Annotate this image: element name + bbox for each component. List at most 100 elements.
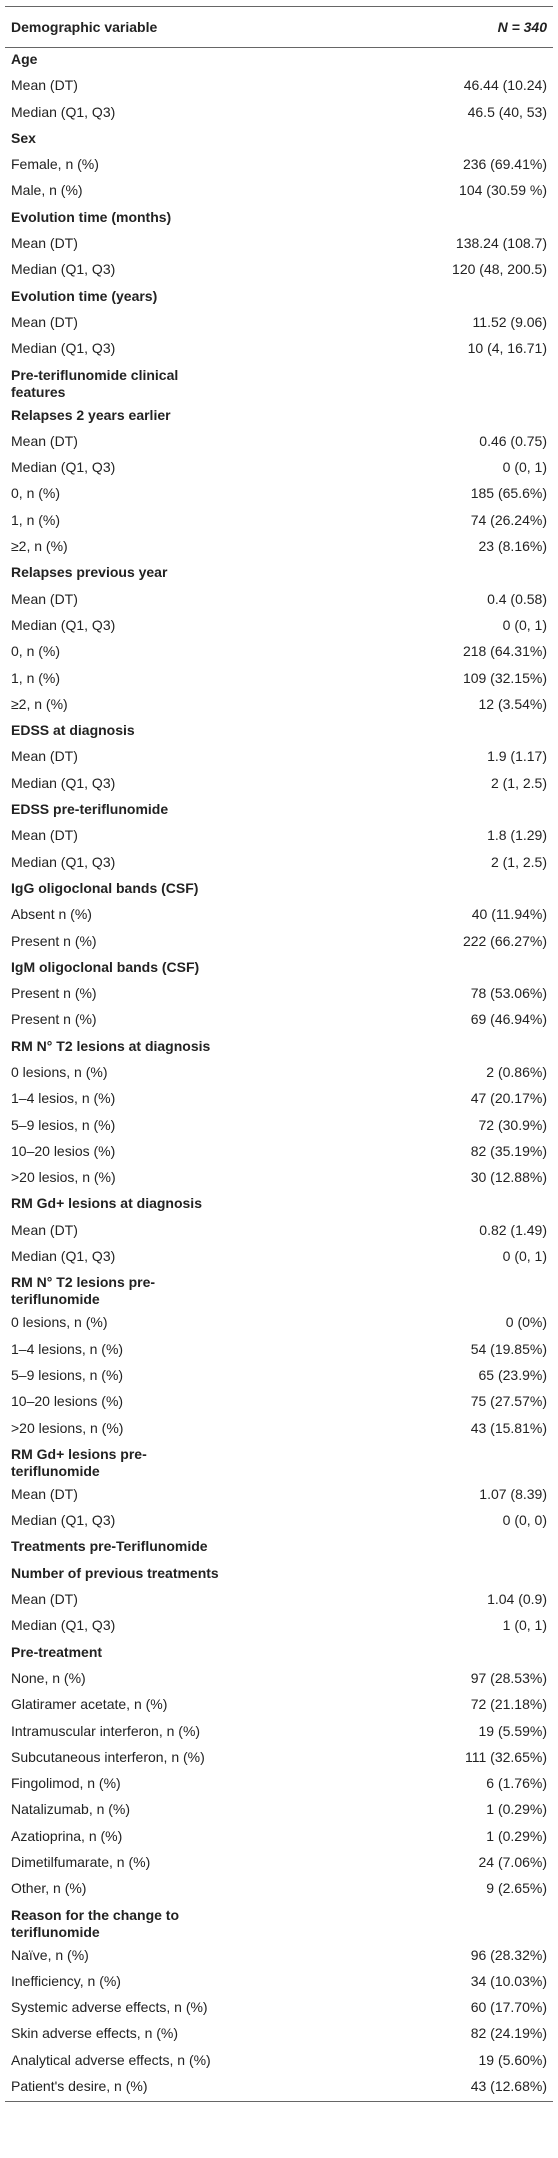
- row-label: Present n (%): [11, 1011, 97, 1028]
- section-row: Relapses previous year: [5, 561, 553, 587]
- row-label: Systemic adverse effects, n (%): [11, 1999, 208, 2016]
- empty-cell: [241, 404, 553, 430]
- row-value: 6 (1.76%): [486, 1775, 547, 1792]
- row-label: Median (Q1, Q3): [11, 261, 116, 278]
- data-row: 10–20 lesions (%) 75 (27.57%): [5, 1390, 553, 1416]
- data-row: 10–20 lesios (%) 82 (35.19%): [5, 1140, 553, 1166]
- page: Demographic variable N = 340 Age Mean (DT…: [0, 6, 558, 2158]
- empty-cell: [241, 1535, 553, 1561]
- row-value: 24 (7.06%): [478, 1854, 547, 1870]
- row-value: 185 (65.6%): [470, 485, 547, 502]
- row-label: Present n (%): [11, 985, 97, 1002]
- row-label: 0, n (%): [11, 485, 61, 502]
- row-label: Male, n (%): [11, 182, 83, 199]
- row-value: 47 (20.17%): [470, 1090, 547, 1107]
- data-row: Azatioprina, n (%) 1 (0.29%): [5, 1825, 553, 1851]
- section-label: Evolution time (months): [11, 208, 172, 225]
- row-label: Glatiramer acetate, n (%): [11, 1696, 168, 1713]
- data-row: >20 lesios, n (%) 30 (12.88%): [5, 1166, 553, 1192]
- row-value: 0 (0, 1): [502, 459, 547, 476]
- data-row: Systemic adverse effects, n (%) 60 (17.70…: [5, 1996, 553, 2022]
- empty-cell: [241, 1271, 553, 1311]
- row-value: 120 (48, 200.5): [452, 261, 547, 278]
- data-row: 1–4 lesios, n (%) 47 (20.17%): [5, 1087, 553, 1113]
- data-row: Median (Q1, Q3) 10 (4, 16.71): [5, 337, 553, 363]
- row-label: Fingolimod, n (%): [11, 1775, 121, 1792]
- data-row: Glatiramer acetate, n (%) 72 (21.18%): [5, 1693, 553, 1719]
- section-label: Relapses previous year: [11, 564, 168, 581]
- data-row: Subcutaneous interferon, n (%) 111 (32.65…: [5, 1746, 553, 1772]
- data-row: 0, n (%) 185 (65.6%): [5, 482, 553, 508]
- row-label: Median (Q1, Q3): [11, 774, 116, 791]
- data-row: Mean (DT) 46.44 (10.24): [5, 74, 553, 100]
- empty-cell: [241, 1562, 553, 1588]
- row-label: 1–4 lesios, n (%): [11, 1090, 116, 1107]
- data-row: ≥2, n (%) 23 (8.16%): [5, 535, 553, 561]
- row-label: Mean (DT): [11, 432, 78, 449]
- row-value: 65 (23.9%): [478, 1366, 547, 1383]
- row-value: 1 (0, 1): [502, 1617, 547, 1634]
- section-row: Pre-teriflunomide clinical features: [5, 364, 553, 404]
- row-value: 138.24 (108.7): [455, 235, 547, 252]
- row-label: Intramuscular interferon, n (%): [11, 1722, 201, 1739]
- section-label: RM N° T2 lesions at diagnosis: [11, 1037, 211, 1054]
- data-row: Mean (DT) 0.82 (1.49): [5, 1219, 553, 1245]
- row-label: Female, n (%): [11, 156, 99, 173]
- row-label: 10–20 lesions (%): [11, 1393, 124, 1410]
- row-label: 1, n (%): [11, 669, 61, 686]
- data-row: Median (Q1, Q3) 0 (0, 1): [5, 1245, 553, 1271]
- section-label: Age: [11, 51, 38, 67]
- data-row: Male, n (%) 104 (30.59 %): [5, 179, 553, 205]
- data-row: Absent n (%) 40 (11.94%): [5, 903, 553, 929]
- data-row: Present n (%) 78 (53.06%): [5, 982, 553, 1008]
- row-value: 0 (0%): [505, 1314, 547, 1331]
- header-row: Demographic variable N = 340: [5, 6, 553, 48]
- row-value: 46.5 (40, 53): [467, 103, 547, 120]
- section-row: Age: [5, 48, 553, 75]
- empty-cell: [241, 1192, 553, 1218]
- section-row: Evolution time (years): [5, 285, 553, 311]
- data-row: 1–4 lesions, n (%) 54 (19.85%): [5, 1338, 553, 1364]
- row-value: 0 (0, 0): [502, 1512, 547, 1529]
- empty-cell: [241, 285, 553, 311]
- section-label: Relapses 2 years earlier: [11, 406, 171, 423]
- row-value: 43 (15.81%): [470, 1419, 547, 1436]
- section-label: Evolution time (years): [11, 287, 158, 304]
- section-row: Evolution time (months): [5, 206, 553, 232]
- row-label: Median (Q1, Q3): [11, 340, 116, 357]
- section-label: EDSS at diagnosis: [11, 722, 135, 739]
- data-row: Median (Q1, Q3) 1 (0, 1): [5, 1614, 553, 1640]
- data-row: Median (Q1, Q3) 0 (0, 1): [5, 614, 553, 640]
- row-label: Absent n (%): [11, 906, 92, 923]
- section-label: Pre-treatment: [11, 1643, 103, 1660]
- row-label: Skin adverse effects, n (%): [11, 2025, 179, 2042]
- data-row: Female, n (%) 236 (69.41%): [5, 153, 553, 179]
- row-value: 0.4 (0.58): [487, 590, 547, 607]
- row-value: 60 (17.70%): [470, 1999, 547, 2016]
- data-row: Present n (%) 69 (46.94%): [5, 1008, 553, 1034]
- row-value: 19 (5.59%): [478, 1722, 547, 1739]
- row-label: Mean (DT): [11, 235, 78, 252]
- row-label: 1–4 lesions, n (%): [11, 1340, 124, 1357]
- row-label: 5–9 lesions, n (%): [11, 1366, 124, 1383]
- section-label: Sex: [11, 129, 36, 146]
- row-label: Mean (DT): [11, 1221, 78, 1238]
- demographics-table: Demographic variable N = 340 Age Mean (DT…: [5, 6, 553, 2103]
- row-label: Naïve, n (%): [11, 1946, 89, 1963]
- row-value: 2 (1, 2.5): [490, 853, 547, 870]
- row-label: Median (Q1, Q3): [11, 853, 116, 870]
- row-value: 23 (8.16%): [478, 538, 547, 555]
- data-row: Mean (DT) 11.52 (9.06): [5, 311, 553, 337]
- section-row: RM N° T2 lesions pre-teriflunomide: [5, 1271, 553, 1311]
- row-value: 54 (19.85%): [470, 1340, 547, 1357]
- data-row: 0 lesions, n (%) 2 (0.86%): [5, 1061, 553, 1087]
- row-label: Mean (DT): [11, 77, 78, 94]
- row-label: Azatioprina, n (%): [11, 1827, 123, 1844]
- table-body: Age Mean (DT) 46.44 (10.24) Median (Q1, Q3)…: [5, 48, 553, 2103]
- data-row: Present n (%) 222 (66.27%): [5, 930, 553, 956]
- row-value: 82 (24.19%): [470, 2025, 547, 2042]
- row-value: 82 (35.19%): [470, 1142, 547, 1159]
- data-row: >20 lesions, n (%) 43 (15.81%): [5, 1417, 553, 1443]
- row-label: Median (Q1, Q3): [11, 1248, 116, 1265]
- row-value: 34 (10.03%): [470, 1972, 547, 1989]
